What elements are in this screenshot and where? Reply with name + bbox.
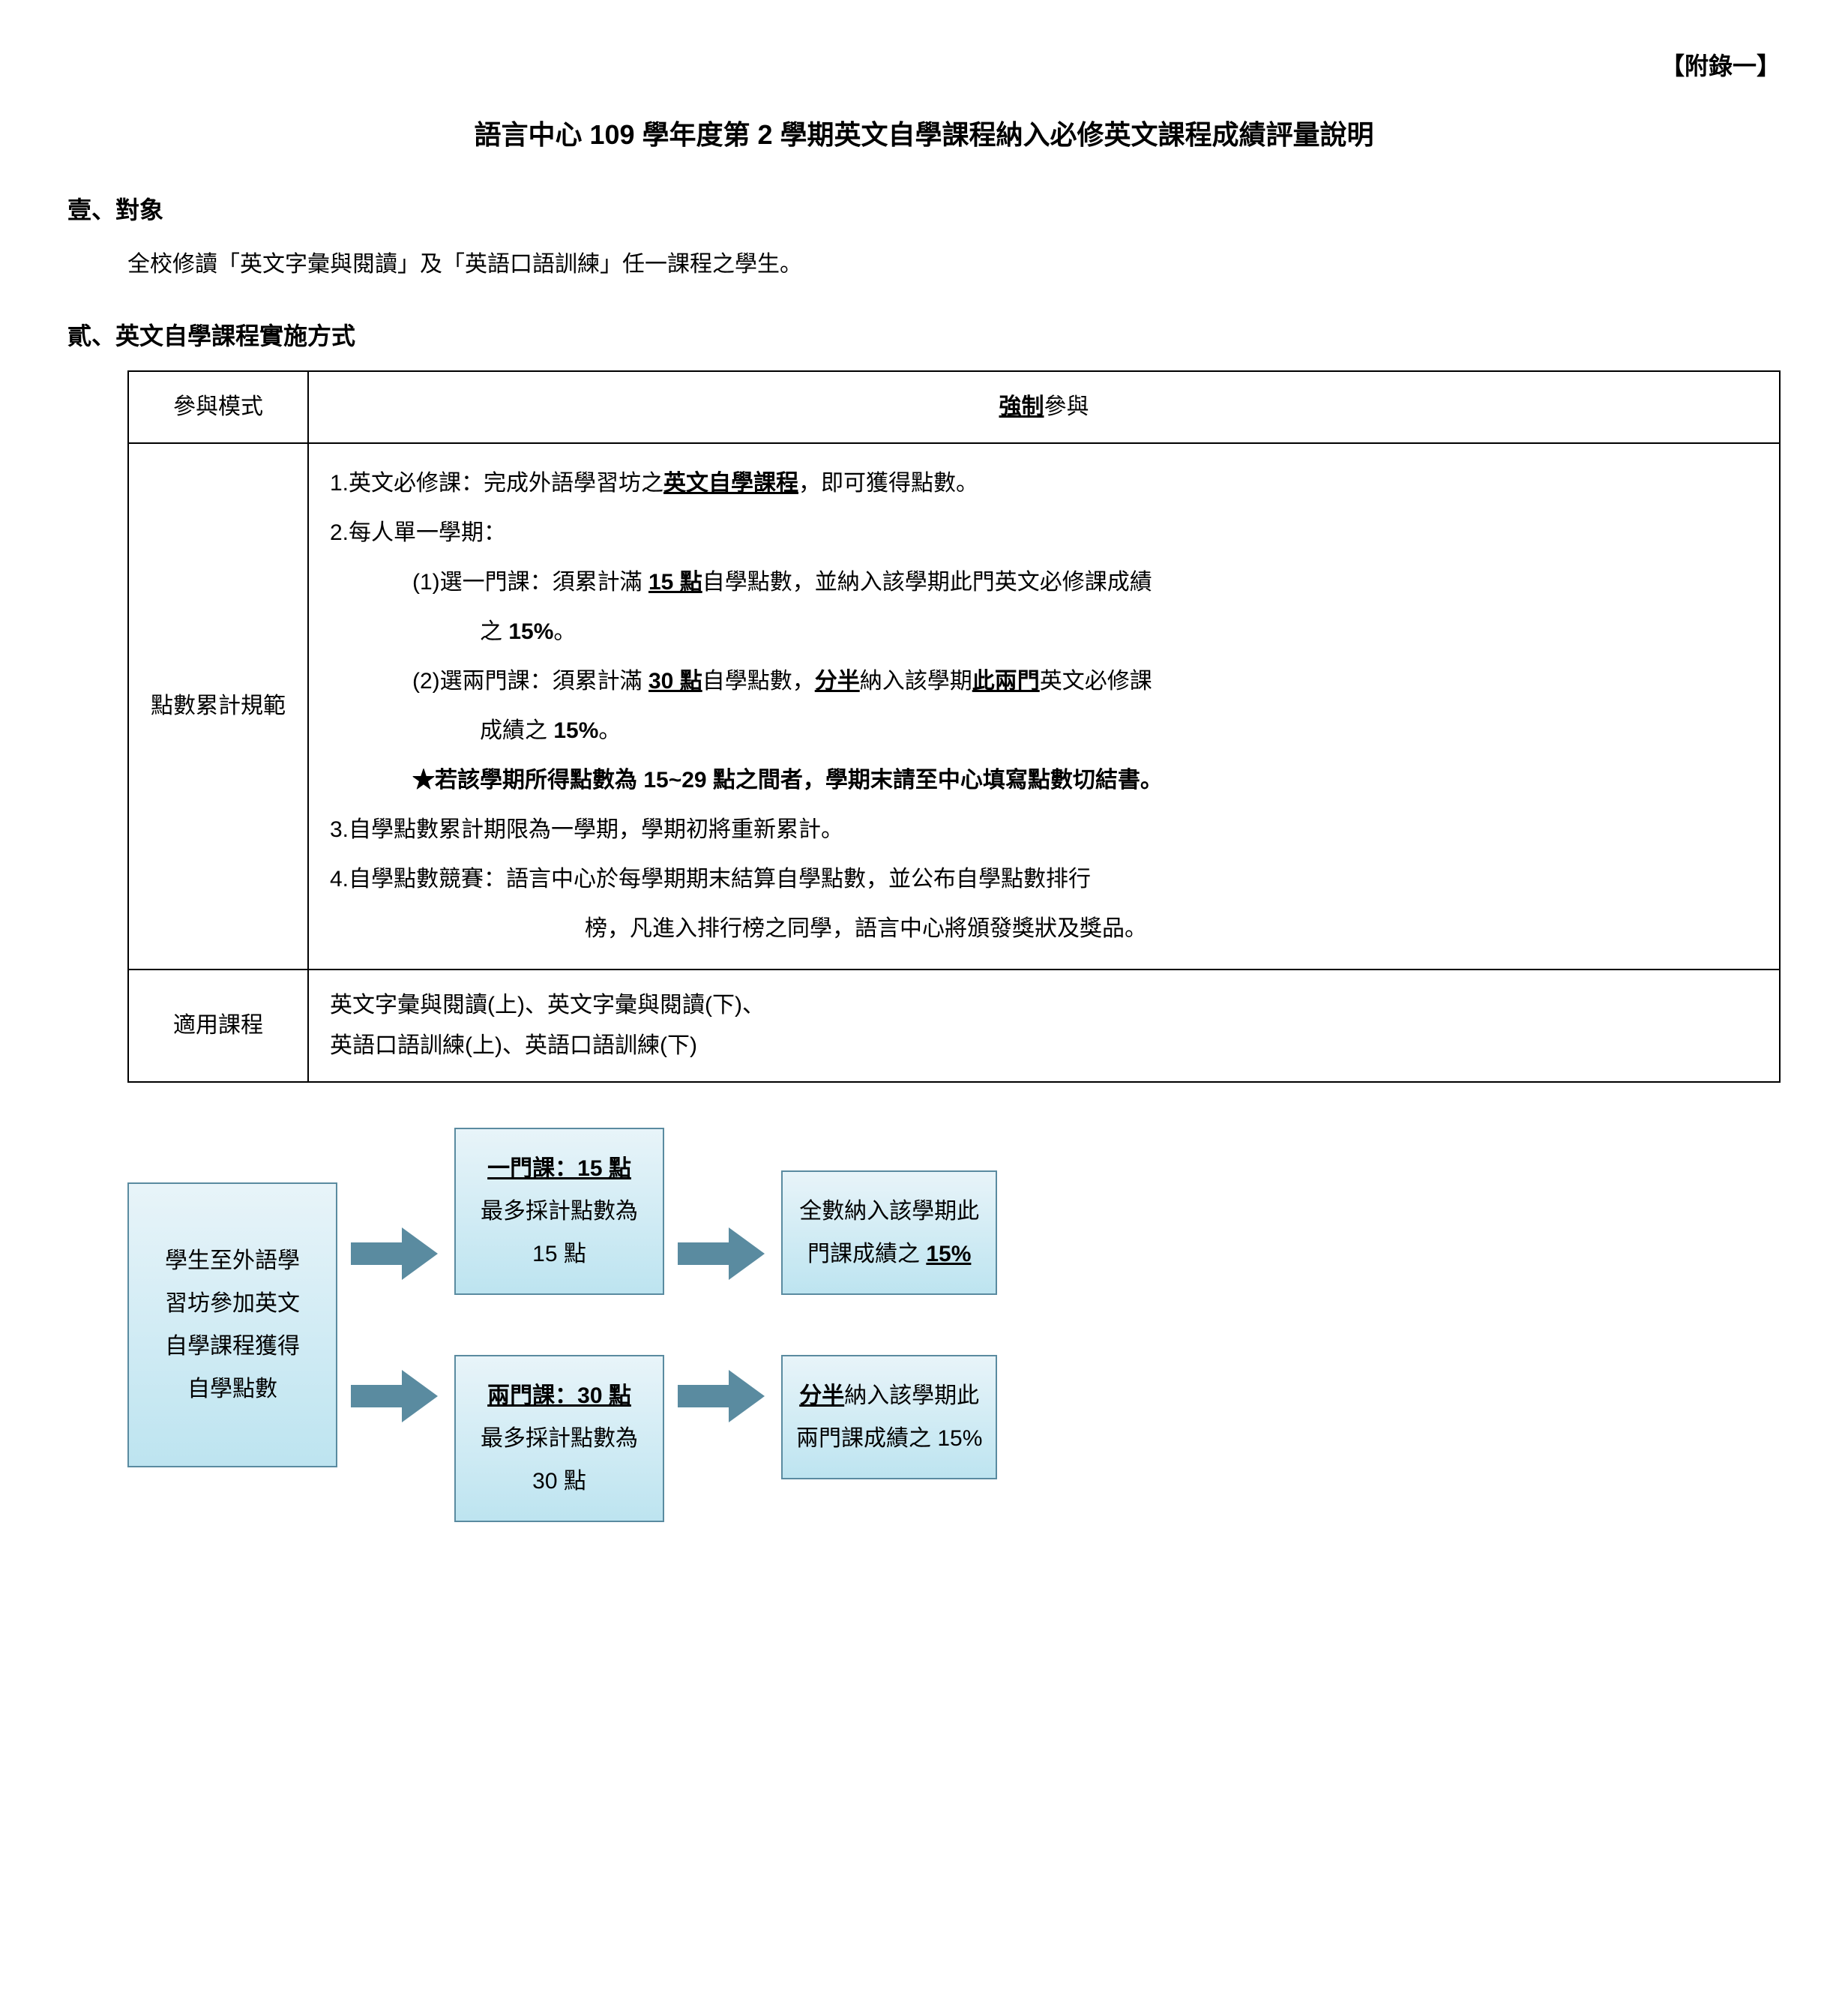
text: 。 — [553, 619, 576, 644]
text-bold: 15% — [508, 619, 553, 644]
text-underline: 英文自學課程 — [663, 471, 798, 496]
table-row: 參與模式 強制參與 — [128, 371, 1780, 443]
rule-item-4: 4.自學點數競賽：語言中心於每學期期末結算自學點數，並公布自學點數排行 — [330, 855, 1758, 904]
mode-suffix: 參與 — [1044, 394, 1089, 419]
courses-content: 英文字彙與閱讀(上)、英文字彙與閱讀(下)、 英語口語訓練(上)、英語口語訓練(… — [308, 970, 1780, 1082]
flow-bot-right-box: 分半納入該學期此 兩門課成績之 15% — [781, 1355, 997, 1479]
courses-line1: 英文字彙與閱讀(上)、英文字彙與閱讀(下)、 — [330, 985, 1758, 1026]
text-underline: 分半 — [815, 669, 860, 694]
rules-content: 1.英文必修課：完成外語學習坊之英文自學課程，即可獲得點數。 2.每人單一學期：… — [308, 443, 1780, 970]
flow-text: 自學課程獲得 — [165, 1325, 300, 1368]
courses-label: 適用課程 — [128, 970, 308, 1082]
text: 。 — [598, 718, 621, 743]
text: (2)選兩門課：須累計滿 — [412, 669, 648, 694]
mode-value: 強制參與 — [308, 371, 1780, 443]
flow-text-underline: 一門課：15 點 — [487, 1147, 631, 1190]
flowchart: 學生至外語學 習坊參加英文 自學課程獲得 自學點數 一門課：15 點 最多採計點… — [127, 1128, 1781, 1522]
text: ，即可獲得點數。 — [798, 471, 978, 496]
flow-top-right-box: 全數納入該學期此 門課成績之 15% — [781, 1170, 997, 1295]
flow-text: 門課成績之 — [807, 1242, 926, 1266]
flow-text-underline: 分半 — [799, 1383, 844, 1408]
flow-text: 最多採計點數為 — [481, 1190, 638, 1233]
rule-item-1: 1.英文必修課：完成外語學習坊之英文自學課程，即可獲得點數。 — [330, 459, 1758, 508]
rule-item-4-cont: 榜，凡進入排行榜之同學，語言中心將頒發獎狀及獎品。 — [585, 904, 1758, 954]
mode-underline: 強制 — [999, 394, 1044, 419]
rule-star: ★若該學期所得點數為 15~29 點之間者，學期末請至中心填寫點數切結書。 — [412, 756, 1758, 805]
flow-text-underline: 兩門課：30 點 — [487, 1374, 631, 1417]
text-underline: 此兩門 — [972, 669, 1040, 694]
rules-table: 參與模式 強制參與 點數累計規範 1.英文必修課：完成外語學習坊之英文自學課程，… — [127, 370, 1781, 1083]
text: 英文必修課 — [1040, 669, 1152, 694]
section1-body: 全校修讀「英文字彙與閱讀」及「英語口語訓練」任一課程之學生。 — [127, 244, 1781, 285]
text: 自學點數，並納入該學期此門英文必修課成績 — [702, 570, 1152, 595]
text: 之 — [480, 619, 508, 644]
arrow-column — [351, 1227, 441, 1422]
main-title: 語言中心 109 學年度第 2 學期英文自學課程納入必修英文課程成績評量說明 — [67, 111, 1781, 160]
table-row: 適用課程 英文字彙與閱讀(上)、英文字彙與閱讀(下)、 英語口語訓練(上)、英語… — [128, 970, 1780, 1082]
arrow-icon — [678, 1370, 768, 1422]
flow-text: 習坊參加英文 — [165, 1282, 300, 1325]
flow-right-column: 全數納入該學期此 門課成績之 15% 分半納入該學期此 兩門課成績之 15% — [781, 1170, 997, 1479]
flow-text-line: 分半納入該學期此 — [799, 1374, 979, 1417]
rule-item-2b: (2)選兩門課：須累計滿 30 點自學點數，分半納入該學期此兩門英文必修課 — [412, 657, 1758, 706]
text-underline: 15 點 — [648, 570, 702, 595]
rule-item-3: 3.自學點數累計期限為一學期，學期初將重新累計。 — [330, 805, 1758, 855]
appendix-label: 【附錄一】 — [67, 45, 1781, 88]
section1-header: 壹、對象 — [67, 189, 1781, 232]
flow-text: 全數納入該學期此 — [799, 1190, 979, 1233]
flow-text: 最多採計點數為 — [481, 1417, 638, 1460]
rule-item-2b-cont: 成績之 15%。 — [480, 706, 1758, 756]
text: 納入該學期 — [860, 669, 972, 694]
rule-item-2: 2.每人單一學期： — [330, 508, 1758, 558]
arrow-icon — [351, 1370, 441, 1422]
flow-text: 納入該學期此 — [844, 1383, 979, 1408]
text-underline: 30 點 — [648, 669, 702, 694]
text: (1)選一門課：須累計滿 — [412, 570, 648, 595]
flow-mid-column: 一門課：15 點 最多採計點數為 15 點 兩門課：30 點 最多採計點數為 3… — [454, 1128, 664, 1522]
arrow-icon — [678, 1227, 768, 1280]
mode-label: 參與模式 — [128, 371, 308, 443]
text: 自學點數， — [702, 669, 815, 694]
arrow-column — [678, 1227, 768, 1422]
flow-top-mid-box: 一門課：15 點 最多採計點數為 15 點 — [454, 1128, 664, 1295]
table-row: 點數累計規範 1.英文必修課：完成外語學習坊之英文自學課程，即可獲得點數。 2.… — [128, 443, 1780, 970]
flow-start-box: 學生至外語學 習坊參加英文 自學課程獲得 自學點數 — [127, 1182, 337, 1467]
arrow-icon — [351, 1227, 441, 1280]
flow-text: 兩門課成績之 15% — [796, 1417, 982, 1460]
flow-text-line: 門課成績之 15% — [807, 1233, 971, 1275]
flow-text: 學生至外語學 — [165, 1239, 300, 1282]
rule-item-2a-cont: 之 15%。 — [480, 607, 1758, 657]
flow-bot-mid-box: 兩門課：30 點 最多採計點數為 30 點 — [454, 1355, 664, 1522]
rules-label: 點數累計規範 — [128, 443, 308, 970]
text: 1.英文必修課：完成外語學習坊之 — [330, 471, 663, 496]
flow-text-underline: 15% — [926, 1242, 971, 1266]
flow-text: 15 點 — [532, 1233, 586, 1275]
text: 成績之 — [480, 718, 553, 743]
flow-text: 30 點 — [532, 1460, 586, 1503]
section2-header: 貳、英文自學課程實施方式 — [67, 315, 1781, 358]
courses-line2: 英語口語訓練(上)、英語口語訓練(下) — [330, 1026, 1758, 1066]
flow-text: 自學點數 — [165, 1368, 300, 1410]
text-bold: 15% — [553, 718, 598, 743]
rule-item-2a: (1)選一門課：須累計滿 15 點自學點數，並納入該學期此門英文必修課成績 — [412, 558, 1758, 607]
